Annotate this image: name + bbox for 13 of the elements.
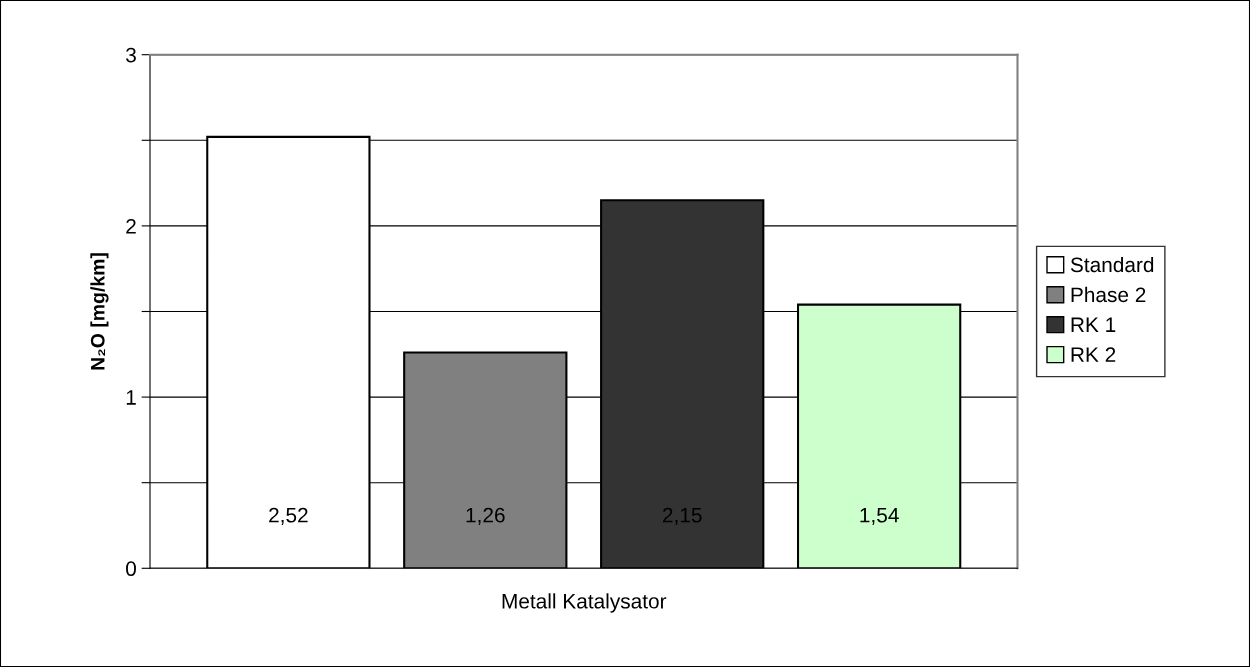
- data-label: 2,52: [269, 507, 308, 525]
- legend-label: RK 2: [1071, 347, 1116, 362]
- y-tick-label: 2: [126, 218, 136, 234]
- data-label: 1,54: [860, 507, 899, 525]
- y-tick-label: 1: [126, 390, 136, 405]
- legend-label: RK 1: [1071, 317, 1116, 332]
- legend-label: Phase 2: [1071, 286, 1146, 303]
- y-tick-label: 3: [126, 47, 136, 63]
- data-label: 1,26: [466, 507, 505, 525]
- y-tick-label: 0: [126, 561, 136, 577]
- y-axis-title: N₂O [mg/km]: [90, 253, 109, 370]
- legend-label: Standard: [1070, 256, 1154, 273]
- x-tick-label: Metall Katalysator: [502, 593, 667, 613]
